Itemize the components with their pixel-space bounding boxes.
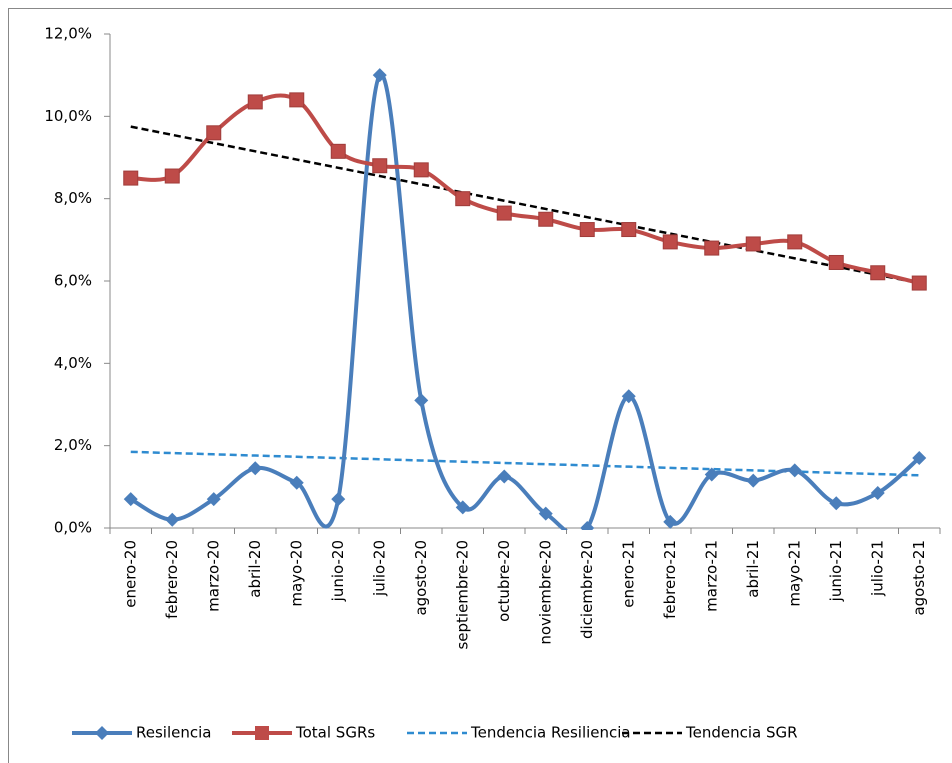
x-tick-label: mayo-21 [785,540,803,607]
marker [330,143,346,159]
marker [455,500,470,515]
y-tick-label: 12,0% [44,25,92,43]
marker [123,170,139,186]
series-line [130,125,920,285]
marker [746,473,761,488]
x-tick-label: marzo-20 [204,540,222,612]
marker [621,389,636,404]
marker [289,92,305,108]
marker [828,254,844,270]
legend-marker [255,726,269,740]
chart-border [8,8,952,763]
y-tick-label: 2,0% [54,436,92,454]
x-tick-label: abril-20 [246,540,264,598]
x-tick-label: agosto-21 [910,540,928,616]
x-tick-label: mayo-20 [287,540,305,607]
x-tick-label: noviembre-20 [536,540,554,645]
marker [745,236,761,252]
marker [289,475,304,490]
x-tick-label: junio-20 [329,540,347,602]
marker [206,492,221,507]
legend-label: Total SGRs [295,724,375,742]
marker [538,506,553,521]
legend-label: Resilencia [136,724,211,742]
marker [663,514,678,529]
marker [455,191,471,207]
y-tick-label: 10,0% [44,107,92,125]
marker [662,234,678,250]
x-tick-label: junio-21 [827,540,845,602]
x-tick-label: julio-21 [868,540,886,597]
y-tick-label: 0,0% [54,519,92,537]
marker [911,275,927,291]
legend-marker [95,726,109,740]
x-tick-label: enero-20 [121,540,139,608]
marker [787,234,803,250]
marker [248,461,263,476]
y-tick-label: 4,0% [54,354,92,372]
marker [206,125,222,141]
marker [580,521,595,530]
marker [165,512,180,527]
y-tick-label: 6,0% [54,272,92,290]
marker [164,168,180,184]
marker [538,211,554,227]
x-tick-label: octubre-20 [495,540,513,622]
x-tick-label: febrero-20 [163,540,181,619]
marker [704,467,719,482]
marker [787,463,802,478]
plot [123,68,927,530]
y-tick-label: 8,0% [54,189,92,207]
x-tick-label: marzo-21 [702,540,720,612]
marker [579,222,595,238]
marker [497,469,512,484]
marker [372,68,387,83]
marker [413,162,429,178]
marker [704,240,720,256]
legend-label: Tendencia Resiliencia [470,724,631,742]
legend-label: Tendencia SGR [685,724,798,742]
x-tick-label: enero-21 [619,540,637,608]
x-tick-label: diciembre-20 [578,540,596,639]
series-line [130,93,920,285]
marker [621,222,637,238]
marker [247,94,263,110]
x-tick-label: julio-20 [370,540,388,597]
marker [414,393,429,408]
marker [123,492,138,507]
marker [870,265,886,281]
x-tick-label: septiembre-20 [453,540,471,650]
series-line [129,72,921,530]
x-tick-label: agosto-20 [412,540,430,616]
marker [496,205,512,221]
x-tick-label: abril-21 [744,540,762,598]
x-tick-label: febrero-21 [661,540,679,619]
marker [870,486,885,501]
marker [372,158,388,174]
marker [331,492,346,507]
marker [829,496,844,511]
marker [912,451,927,466]
